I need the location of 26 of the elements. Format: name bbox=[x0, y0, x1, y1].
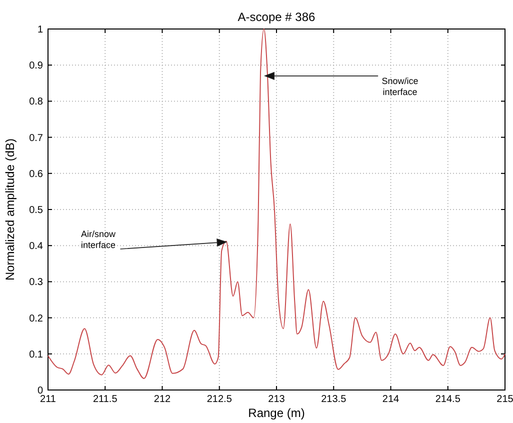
x-tick-label: 213 bbox=[268, 394, 286, 405]
y-axis-title: Normalized amplitude (dB) bbox=[3, 138, 17, 281]
y-tick-label: 0.4 bbox=[29, 241, 44, 252]
x-tick-label: 212 bbox=[154, 394, 172, 405]
x-axis-title: Range (m) bbox=[248, 406, 305, 420]
y-tick-label: 0.2 bbox=[29, 313, 44, 324]
y-tick-label: 0.7 bbox=[29, 132, 44, 144]
y-tick-label: 1 bbox=[37, 24, 44, 36]
y-tick-label: 0.5 bbox=[29, 205, 44, 216]
annotation: Air/snow interface bbox=[80, 228, 116, 250]
chart-title: A-scope # 386 bbox=[238, 10, 316, 24]
x-tick-label: 213.5 bbox=[321, 394, 347, 405]
x-tick-label: 211 bbox=[40, 394, 56, 405]
y-tick-label: 0.6 bbox=[29, 168, 44, 180]
x-tick-label: 212.5 bbox=[206, 394, 232, 405]
y-tick-label: 0.9 bbox=[29, 60, 44, 72]
y-tick-label: 0.1 bbox=[29, 349, 44, 360]
x-tick-label: 211.5 bbox=[92, 394, 118, 405]
x-tick-label: 214 bbox=[382, 394, 400, 405]
line-series bbox=[48, 28, 506, 379]
y-tick-label: 0.3 bbox=[29, 277, 44, 288]
y-tick-label: 0 bbox=[37, 386, 44, 396]
annotation: Snow/ice interface bbox=[382, 76, 418, 97]
x-tick-label: 214.5 bbox=[435, 394, 461, 405]
y-tick-label: 0.8 bbox=[29, 96, 44, 108]
x-tick-label: 215 bbox=[496, 394, 513, 405]
